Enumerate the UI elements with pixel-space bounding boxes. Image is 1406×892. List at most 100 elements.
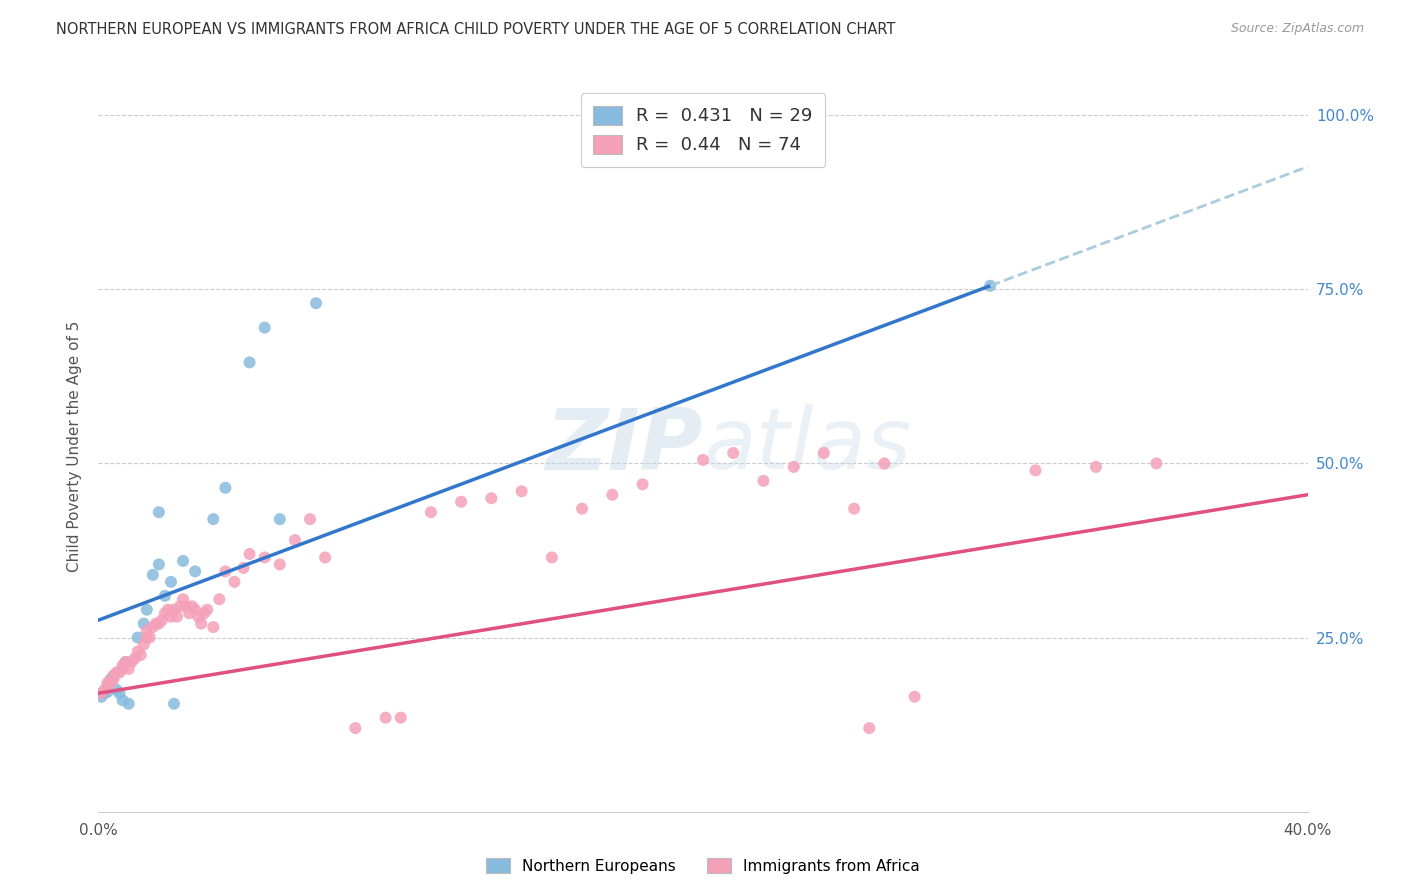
Point (163, 603, 186, 617)
Point (174, 599, 197, 614)
Point (132, 638, 155, 652)
Point (284, 533, 307, 547)
Point (481, 491, 503, 506)
Point (389, 711, 412, 725)
Point (96, 679, 118, 693)
Point (752, 474, 775, 488)
Text: ZIP: ZIP (546, 404, 703, 488)
Point (1085, 459, 1108, 474)
Point (96, 685, 118, 699)
Point (269, 558, 291, 572)
Point (813, 446, 835, 460)
Point (111, 693, 134, 707)
Point (202, 620, 225, 634)
Point (187, 609, 209, 624)
Point (135, 603, 157, 617)
Point (90, 690, 112, 704)
Point (540, 550, 562, 565)
Point (160, 609, 183, 624)
Point (103, 673, 125, 687)
Point (142, 567, 165, 582)
Point (193, 606, 215, 620)
Point (172, 554, 194, 568)
Point (208, 592, 231, 607)
Point (153, 589, 176, 603)
Point (100, 676, 122, 690)
Point (93, 686, 115, 700)
Point (114, 655, 136, 669)
Point (127, 631, 149, 645)
Point (253, 550, 276, 565)
Point (118, 662, 141, 676)
Point (1024, 463, 1046, 477)
Point (602, 488, 624, 502)
Point (631, 477, 654, 491)
Point (111, 662, 134, 676)
Point (510, 484, 533, 499)
Point (148, 558, 170, 572)
Point (142, 620, 165, 634)
Point (269, 512, 291, 526)
Point (105, 682, 128, 697)
Point (90, 686, 112, 700)
Point (100, 676, 122, 690)
Legend: R =  0.431   N = 29, R =  0.44   N = 74: R = 0.431 N = 29, R = 0.44 N = 74 (581, 93, 825, 167)
Point (299, 512, 322, 526)
Point (148, 505, 170, 519)
Point (124, 651, 146, 665)
Point (135, 624, 157, 638)
Point (118, 697, 141, 711)
Point (156, 603, 179, 617)
Point (127, 644, 149, 658)
Point (858, 721, 880, 735)
Point (153, 606, 176, 620)
Point (100, 673, 122, 687)
Point (214, 565, 236, 579)
Point (224, 574, 246, 589)
Point (184, 603, 207, 617)
Point (181, 599, 204, 614)
Point (450, 494, 472, 508)
Point (979, 278, 1001, 293)
Point (692, 453, 714, 467)
Point (121, 655, 143, 669)
Point (190, 616, 212, 631)
Point (96, 676, 118, 690)
Point (214, 481, 236, 495)
Point (184, 565, 207, 579)
Point (114, 655, 136, 669)
Point (135, 631, 157, 645)
Point (904, 690, 927, 704)
Point (314, 550, 336, 565)
Point (239, 355, 262, 369)
Point (103, 669, 125, 683)
Point (160, 574, 183, 589)
Point (179, 606, 201, 620)
Point (723, 446, 745, 460)
Point (111, 658, 134, 673)
Point (305, 296, 328, 310)
Text: NORTHERN EUROPEAN VS IMMIGRANTS FROM AFRICA CHILD POVERTY UNDER THE AGE OF 5 COR: NORTHERN EUROPEAN VS IMMIGRANTS FROM AFR… (56, 22, 896, 37)
Point (195, 603, 218, 617)
Point (344, 721, 367, 735)
Point (163, 697, 186, 711)
Point (93, 682, 115, 697)
Point (202, 512, 225, 526)
Point (108, 665, 131, 680)
Point (571, 501, 593, 516)
Point (253, 320, 276, 334)
Text: atlas: atlas (703, 404, 911, 488)
Point (148, 616, 170, 631)
Legend: Northern Europeans, Immigrants from Africa: Northern Europeans, Immigrants from Afri… (479, 852, 927, 880)
Point (169, 599, 191, 614)
Point (374, 711, 396, 725)
Point (1144, 457, 1167, 471)
Text: Source: ZipAtlas.com: Source: ZipAtlas.com (1230, 22, 1364, 36)
Point (103, 669, 125, 683)
Point (844, 501, 866, 516)
Point (420, 505, 443, 519)
Point (783, 459, 806, 474)
Point (166, 609, 188, 624)
Point (150, 613, 173, 627)
Point (239, 547, 262, 561)
